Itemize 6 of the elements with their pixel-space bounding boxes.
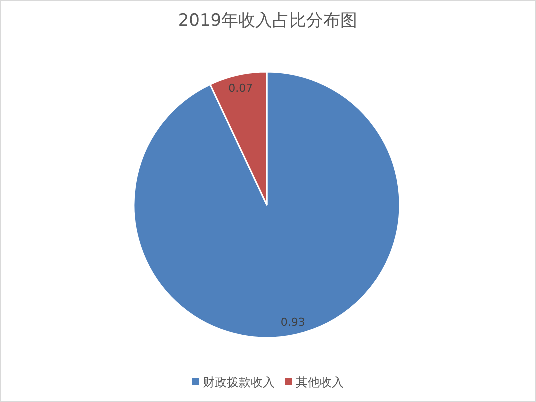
pie-slice [133, 71, 401, 339]
data-label: 0.07 [228, 82, 254, 96]
chart-title: 2019年收入占比分布图 [178, 11, 358, 31]
data-label: 0.93 [280, 316, 306, 329]
legend-label: 财政拨款收入 [203, 376, 275, 390]
legend-label: 其他收入 [296, 376, 344, 390]
